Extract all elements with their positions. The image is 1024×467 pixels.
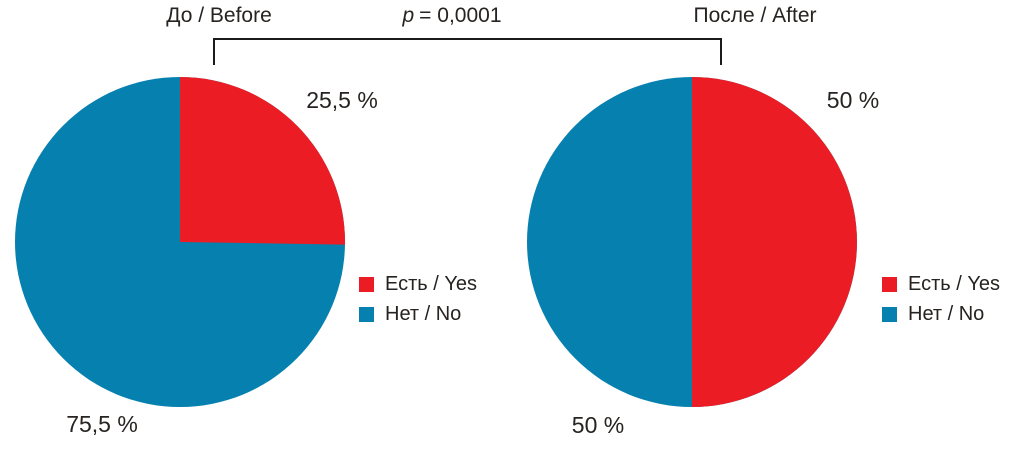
- before-no-percent-label: 75,5 %: [66, 411, 138, 437]
- p-value-label: p = 0,0001: [402, 3, 501, 29]
- p-value-text: = 0,0001: [419, 4, 502, 27]
- legend-item-yes: Есть / Yes: [359, 273, 477, 295]
- legend-item-no: Нет / No: [882, 303, 1000, 325]
- legend-item-no-label: Нет / No: [908, 303, 985, 325]
- yes-color-swatch: [359, 276, 374, 292]
- legend-before: Есть / Yes Нет / No: [359, 273, 477, 333]
- pie-after-yes-slice: [692, 77, 857, 407]
- pie-after: [527, 77, 857, 407]
- p-symbol: p: [402, 4, 415, 27]
- before-yes-percent-label: 25,5 %: [306, 87, 378, 113]
- legend-item-yes-label: Есть / Yes: [908, 273, 1000, 295]
- pie-before-yes-slice: [180, 77, 345, 245]
- legend-item-no-label: Нет / No: [385, 303, 462, 325]
- pie-before: [15, 77, 345, 407]
- no-color-swatch: [882, 306, 897, 322]
- comparison-bracket: [213, 38, 722, 65]
- no-color-swatch: [359, 306, 374, 322]
- yes-color-swatch: [882, 276, 897, 292]
- legend-item-yes: Есть / Yes: [882, 273, 1000, 295]
- after-title: После / After: [693, 4, 817, 27]
- legend-after: Есть / Yes Нет / No: [882, 273, 1000, 333]
- legend-item-yes-label: Есть / Yes: [385, 273, 477, 295]
- before-title: До / Before: [166, 4, 272, 27]
- after-yes-percent-label: 50 %: [826, 87, 880, 113]
- legend-item-no: Нет / No: [359, 303, 477, 325]
- after-no-percent-label: 50 %: [571, 412, 625, 438]
